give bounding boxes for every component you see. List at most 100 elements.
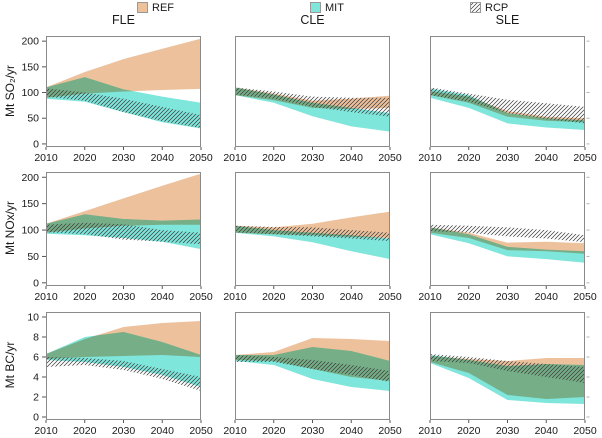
x-tick-label: 2010 — [34, 152, 58, 164]
y-tick-label: 4 — [33, 372, 39, 384]
column-title-sle: SLE — [495, 13, 520, 27]
x-tick-label: 2010 — [418, 152, 442, 164]
panel-frame — [430, 36, 585, 147]
ref-swatch — [137, 2, 148, 13]
x-tick-label: 2050 — [189, 425, 213, 437]
panel-frame — [430, 312, 585, 420]
panel-so2-sle: 2010 2020 2030 2040 2050 — [418, 36, 597, 164]
legend-item-rcp: RCP — [470, 1, 508, 14]
x-tick-label: 2010 — [418, 425, 442, 437]
x-tick-label: 2020 — [73, 425, 97, 437]
x-tick-label: 2040 — [151, 291, 175, 303]
x-tick-label: 2020 — [457, 425, 481, 437]
x-tick-label: 2010 — [34, 425, 58, 437]
x-tick-label: 2010 — [223, 291, 247, 303]
x-tick-label: 2040 — [535, 291, 559, 303]
panel-frame — [235, 36, 390, 147]
x-tick-label: 2050 — [189, 152, 213, 164]
panel-nox-sle: 2010 2020 2030 2040 2050 — [418, 172, 597, 303]
x-tick-label: 2020 — [262, 291, 286, 303]
x-tick-label: 2030 — [301, 291, 325, 303]
x-tick-label: 2010 — [223, 152, 247, 164]
band-rcp — [430, 87, 585, 124]
y-tick-label: 150 — [21, 198, 39, 210]
band-mit — [430, 227, 585, 263]
x-tick-label: 2040 — [151, 425, 175, 437]
x-tick-label: 2030 — [496, 291, 520, 303]
x-tick-label: 2030 — [496, 425, 520, 437]
panel-so2-cle: 2010 2020 2030 2040 2050 — [223, 36, 402, 164]
x-tick-label: 2050 — [378, 425, 402, 437]
y-tick-label: 50 — [27, 113, 39, 125]
band-rcp — [46, 222, 201, 245]
y-tick-label: 8 — [33, 332, 39, 344]
y-tick-label: 100 — [21, 225, 39, 237]
x-tick-label: 2020 — [73, 291, 97, 303]
x-tick-label: 2040 — [340, 291, 364, 303]
column-title-cle: CLE — [300, 13, 325, 27]
y-axis-label-nox: Mt NOx/yr — [3, 201, 17, 255]
panel-frame — [430, 172, 585, 286]
y-tick-label: 10 — [27, 312, 39, 324]
x-tick-label: 2030 — [301, 425, 325, 437]
column-title-fle: FLE — [112, 13, 135, 27]
legend-label-rcp: RCP — [485, 1, 509, 14]
legend-item-mit: MIT — [310, 1, 344, 14]
x-tick-label: 2050 — [573, 291, 597, 303]
x-tick-label: 2050 — [573, 152, 597, 164]
x-tick-label: 2040 — [340, 425, 364, 437]
band-rcp — [430, 224, 585, 243]
y-tick-label: 0 — [33, 412, 39, 424]
y-tick-label: 200 — [21, 172, 39, 184]
legend-label-mit: MIT — [325, 1, 344, 14]
x-tick-label: 2020 — [457, 291, 481, 303]
x-tick-label: 2030 — [496, 152, 520, 164]
band-rcp — [430, 354, 585, 383]
x-tick-label: 2040 — [151, 152, 175, 164]
y-tick-label: 2 — [33, 392, 39, 404]
band-rcp — [235, 225, 390, 242]
y-tick-label: 6 — [33, 352, 39, 364]
x-tick-label: 2040 — [535, 152, 559, 164]
y-axis-label-so2: Mt SO₂/yr — [3, 65, 17, 117]
y-tick-label: 0 — [33, 277, 39, 289]
panel-frame — [46, 172, 201, 286]
panel-frame — [235, 172, 390, 286]
y-tick-label: 0 — [33, 138, 39, 150]
y-tick-label: 50 — [27, 251, 39, 263]
x-tick-label: 2040 — [340, 152, 364, 164]
y-tick-label: 200 — [21, 36, 39, 48]
x-tick-label: 2030 — [112, 425, 136, 437]
legend-label-ref: REF — [152, 1, 174, 14]
x-tick-label: 2030 — [112, 152, 136, 164]
x-tick-label: 2010 — [223, 425, 247, 437]
legend-item-ref: REF — [137, 1, 174, 14]
x-tick-label: 2010 — [34, 291, 58, 303]
x-tick-label: 2050 — [189, 291, 213, 303]
band-rcp — [235, 87, 390, 117]
mit-swatch — [310, 2, 321, 13]
x-tick-label: 2020 — [262, 425, 286, 437]
band-rcp — [235, 355, 390, 382]
panel-frame — [46, 36, 201, 147]
panel-so2-fle: 0 50 100 150 200 2010 2020 2030 2040 2050 — [21, 36, 212, 164]
x-tick-label: 2020 — [262, 152, 286, 164]
x-tick-label: 2050 — [573, 425, 597, 437]
x-tick-label: 2030 — [112, 291, 136, 303]
rcp-hatch-swatch — [470, 2, 481, 13]
x-tick-label: 2020 — [73, 152, 97, 164]
y-tick-label: 100 — [21, 87, 39, 99]
band-ref — [430, 227, 585, 254]
y-axis-label-bc: Mt BC/yr — [3, 341, 17, 389]
x-tick-label: 2030 — [301, 152, 325, 164]
panel-nox-fle: 0 50 100 150 200 2010 2020 2030 2040 2050 — [21, 172, 212, 303]
y-tick-label: 150 — [21, 61, 39, 73]
band-rcp — [46, 357, 201, 391]
x-tick-label: 2020 — [457, 152, 481, 164]
band-rcp — [46, 88, 201, 128]
panel-frame — [235, 312, 390, 420]
panel-nox-cle: 2010 2020 2030 2040 2050 — [223, 172, 402, 303]
panel-bc-fle: 0 2 4 6 8 10 2010 2020 2030 2040 2050 — [27, 312, 213, 438]
panel-frame — [46, 312, 201, 420]
